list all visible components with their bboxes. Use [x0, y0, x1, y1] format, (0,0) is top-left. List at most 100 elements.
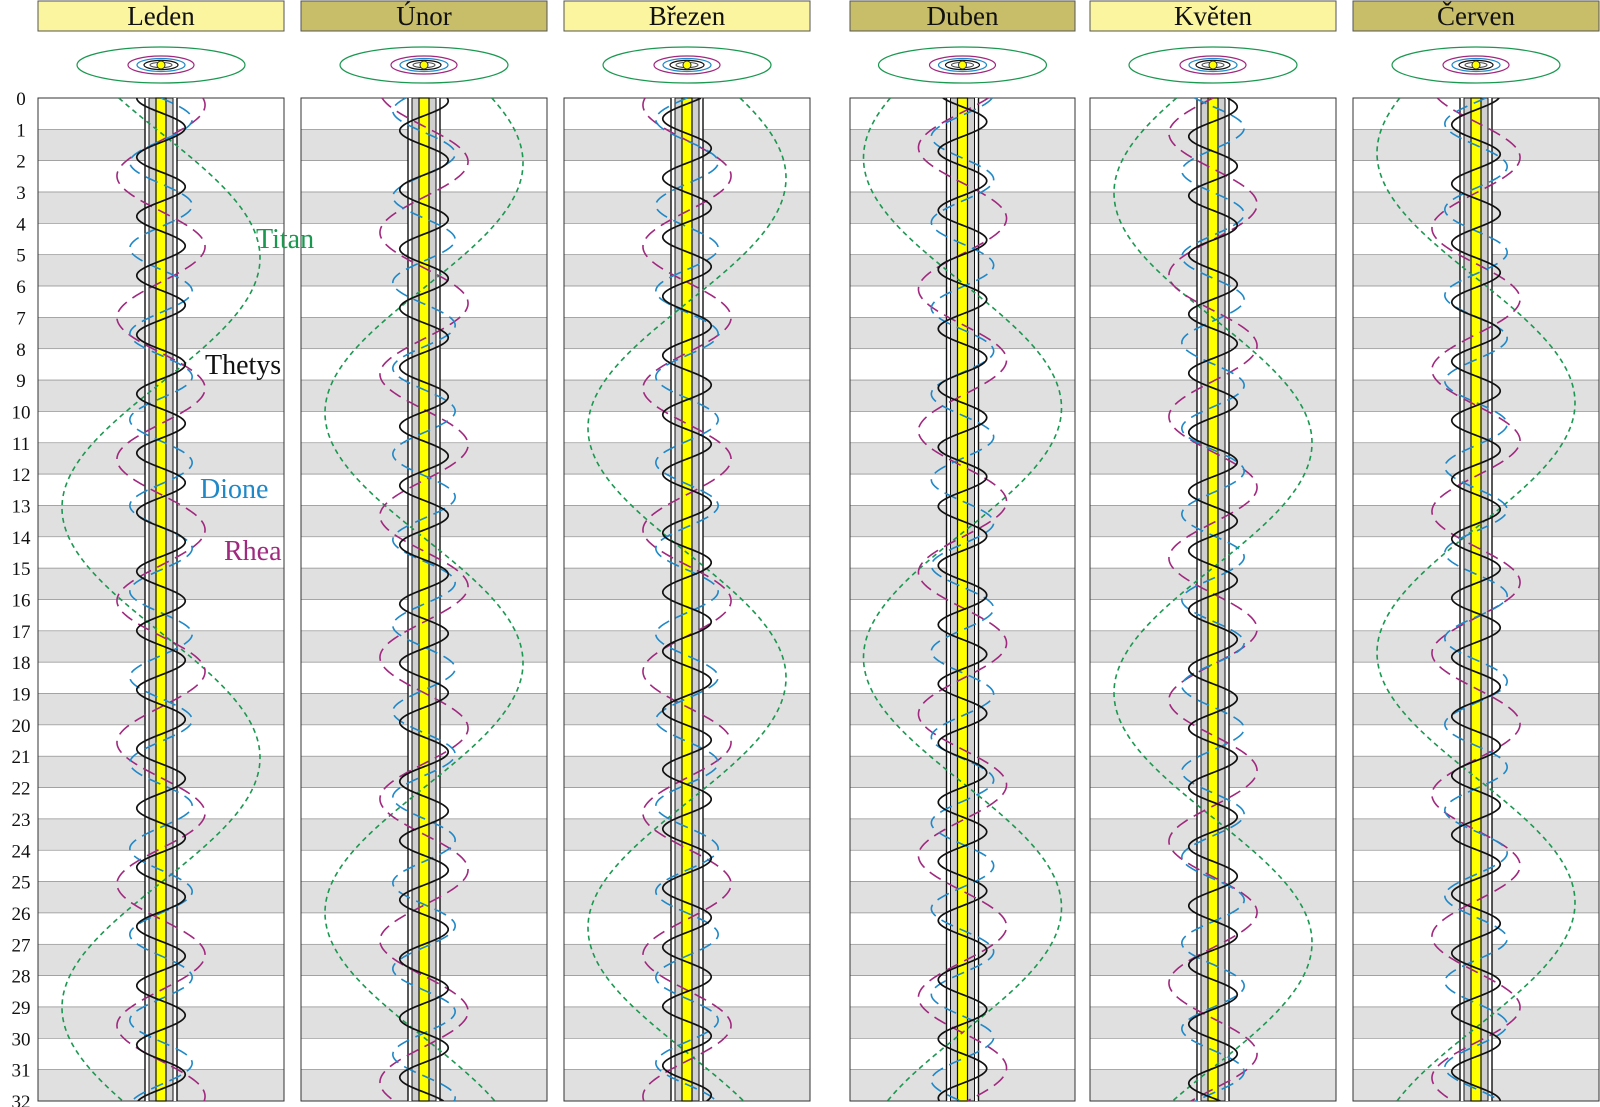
day-tick-label: 19 [12, 685, 31, 706]
orbit-diagram-icon [1391, 46, 1561, 84]
month-header [849, 0, 1076, 32]
planet-dot [958, 60, 967, 70]
series-line-rhea [1168, 98, 1258, 1101]
day-tick-label: 18 [12, 653, 31, 674]
day-tick-label: 29 [12, 998, 31, 1019]
orbit-diagram-icon [339, 46, 509, 84]
day-tick-label: 8 [16, 340, 26, 361]
day-tick-label: 12 [12, 465, 31, 486]
day-tick-label: 28 [12, 967, 31, 988]
orbit-ring [944, 59, 981, 71]
day-tick-label: 16 [12, 591, 31, 612]
planet-disk [956, 97, 969, 1102]
orbit-diagram-icon [877, 46, 1048, 84]
ring-shade [1480, 97, 1489, 1102]
day-tick-label: 15 [12, 559, 31, 580]
moon-curves [1113, 98, 1313, 1101]
day-tick-label: 3 [16, 183, 26, 204]
day-tick-label: 24 [12, 841, 32, 862]
orbit-ring [399, 57, 449, 73]
planet-dot [419, 60, 429, 70]
month-header-label: Leden [127, 1, 195, 31]
orbit-ring [136, 57, 186, 73]
planet-disk [681, 97, 693, 1102]
orbit-diagram-icon [602, 46, 772, 84]
series-line-rhea [642, 98, 732, 1101]
month-header [1089, 0, 1337, 32]
series-label-dione: Dione [200, 474, 268, 505]
day-tick-label: 23 [12, 810, 31, 831]
day-tick-label: 25 [12, 873, 31, 894]
day-tick-label: 20 [12, 716, 31, 737]
orbit-ring [877, 46, 1048, 84]
month-column: Květen [1089, 0, 1337, 1102]
day-tick-label: 32 [12, 1092, 31, 1107]
month-header-label: Duben [927, 1, 999, 31]
month-column: Únor [300, 0, 548, 1102]
orbit-ring [1391, 46, 1561, 84]
day-axis: 0123456789101112131415161718192021222324… [12, 89, 32, 1107]
series-line-titan [862, 98, 1063, 1101]
day-tick-label: 1 [16, 120, 26, 141]
day-tick-label: 13 [12, 496, 31, 517]
planet-dot [156, 60, 166, 70]
planet-disk [1470, 97, 1482, 1102]
month-header-label: Březen [649, 1, 726, 31]
day-tick-label: 2 [16, 152, 26, 173]
moon-curves [862, 98, 1063, 1101]
day-tick-label: 4 [16, 214, 26, 235]
series-line-thetys [135, 98, 187, 1101]
ring-shade [1463, 97, 1472, 1102]
day-tick-label: 14 [12, 528, 32, 549]
ring-shade [691, 97, 700, 1102]
planet-dot [1208, 60, 1218, 70]
day-tick-label: 7 [16, 308, 26, 329]
planet-dot [1471, 60, 1481, 70]
orbit-ring [928, 55, 997, 75]
day-tick-label: 26 [12, 904, 31, 925]
orbit-ring [662, 57, 712, 73]
orbit-diagram-icon [76, 46, 246, 84]
series-line-dione [392, 98, 456, 1101]
month-header-label: Květen [1174, 1, 1252, 31]
month-header [1352, 0, 1600, 32]
month-header [37, 0, 285, 32]
day-tick-label: 6 [16, 277, 26, 298]
month-header [563, 0, 811, 32]
moon-curves [1376, 98, 1576, 1101]
month-columns: Leden Únor Březen Duben Květen Červen [37, 0, 1600, 1102]
orbit-ring [406, 59, 442, 71]
day-tick-label: 0 [16, 89, 26, 110]
series-line-rhea [379, 98, 469, 1101]
planet-disk [418, 97, 430, 1102]
orbit-ring [127, 55, 195, 75]
orbit-ring [669, 59, 705, 71]
day-tick-label: 30 [12, 1029, 31, 1050]
planet-dot [682, 60, 692, 70]
moon-curves [324, 98, 524, 1101]
series-line-dione [930, 98, 995, 1101]
month-header [300, 0, 548, 32]
ring-shade [165, 97, 174, 1102]
orbit-ring [1179, 55, 1247, 75]
orbit-ring [76, 46, 246, 84]
series-line-dione [1181, 98, 1245, 1101]
moon-curves [61, 98, 261, 1101]
series-line-rhea [1431, 98, 1521, 1101]
orbit-ring [1451, 57, 1501, 73]
series-line-titan [1113, 98, 1313, 1101]
day-tick-label: 11 [12, 434, 30, 455]
series-line-dione [655, 98, 719, 1101]
series-line-titan [587, 98, 787, 1101]
orbit-ring [143, 59, 179, 71]
month-header-label: Únor [396, 1, 452, 31]
series-label-rhea: Rhea [224, 536, 282, 567]
day-tick-label: 9 [16, 371, 26, 392]
day-tick-label: 21 [12, 747, 31, 768]
series-line-thetys [1187, 98, 1239, 1101]
month-column: Leden [37, 0, 285, 1102]
month-header-label: Červen [1437, 1, 1515, 31]
series-line-titan [324, 98, 524, 1101]
series-line-thetys [398, 98, 450, 1101]
